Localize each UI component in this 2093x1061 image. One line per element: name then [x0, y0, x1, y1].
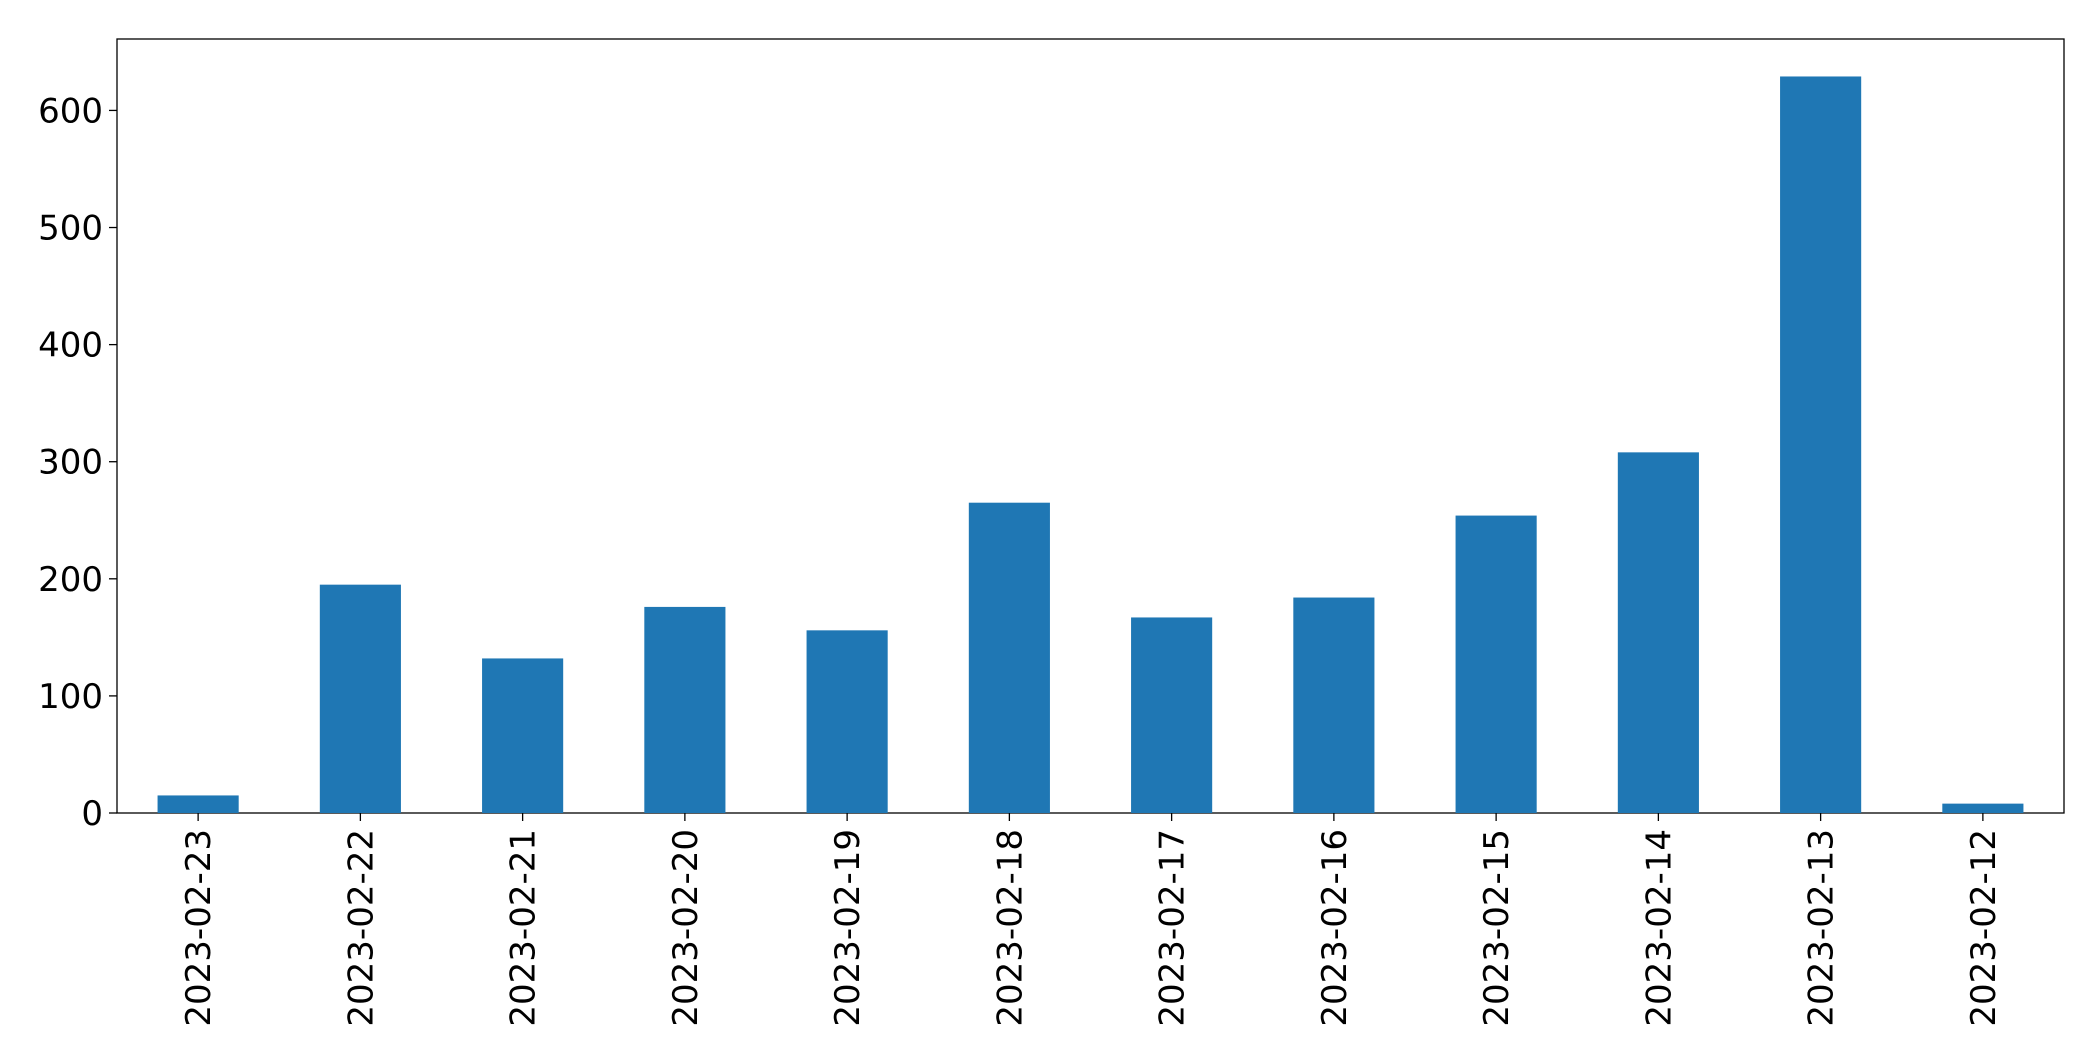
- y-tick-label: 600: [38, 91, 103, 131]
- y-tick-label: 100: [38, 677, 103, 717]
- y-tick-label: 400: [38, 326, 103, 366]
- bar: [1942, 803, 2024, 813]
- x-tick-label: 2023-02-18: [990, 829, 1030, 1027]
- bar: [1131, 617, 1213, 813]
- bar: [157, 795, 239, 813]
- y-tick-label: 200: [38, 560, 103, 600]
- x-tick-label: 2023-02-19: [828, 829, 868, 1027]
- x-tick-label: 2023-02-21: [504, 829, 544, 1027]
- bar: [1455, 515, 1537, 813]
- bar: [319, 584, 401, 813]
- bar: [644, 606, 726, 813]
- bar: [482, 658, 564, 813]
- x-tick-label: 2023-02-13: [1802, 829, 1842, 1027]
- axes-frame: [116, 38, 2065, 814]
- x-tick-label: 2023-02-23: [179, 829, 219, 1027]
- x-tick-label: 2023-02-16: [1315, 829, 1355, 1027]
- bar: [806, 630, 888, 813]
- y-tick-label: 500: [38, 209, 103, 249]
- bar: [968, 502, 1050, 813]
- x-tick-label: 2023-02-12: [1964, 829, 2004, 1027]
- bar: [1293, 597, 1375, 813]
- y-tick-label: 300: [38, 443, 103, 483]
- bar: [1780, 76, 1862, 813]
- x-tick-label: 2023-02-14: [1639, 829, 1679, 1027]
- y-tick-label: 0: [81, 794, 103, 834]
- x-tick-label: 2023-02-20: [666, 829, 706, 1027]
- x-tick-label: 2023-02-22: [341, 829, 381, 1027]
- bar: [1617, 452, 1699, 813]
- x-tick-label: 2023-02-15: [1477, 829, 1517, 1027]
- x-tick-label: 2023-02-17: [1153, 829, 1193, 1027]
